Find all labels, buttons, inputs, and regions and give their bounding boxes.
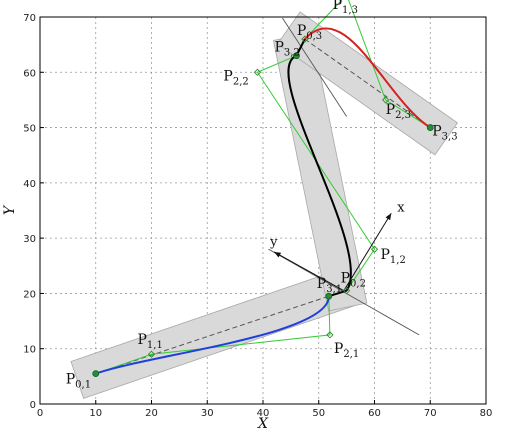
- control-point-dot: [426, 124, 434, 131]
- control-point-markers: [92, 35, 434, 377]
- control-point-diamond: [370, 245, 379, 253]
- y-tick-label: 0: [30, 400, 36, 411]
- x-tick-label: 0: [37, 408, 43, 419]
- axis-ticks: 0 10 20 30 40 50 60 70 80 0 10 20 30 40 50 60 70: [23, 13, 492, 419]
- frame-line: [282, 17, 348, 117]
- y-tick-label: 60: [23, 68, 36, 79]
- y-tick-label: 30: [23, 234, 36, 245]
- x-tick-label: 70: [424, 408, 437, 419]
- segment-1-control-polygon: [95, 296, 331, 375]
- y-tick-label: 10: [23, 345, 36, 356]
- y-tick-label: 70: [23, 13, 36, 24]
- y-tick-label: 40: [23, 179, 36, 190]
- y-axis-arrow: [273, 251, 345, 292]
- control-point-dot: [325, 292, 333, 300]
- x-tick-label: 10: [89, 408, 102, 419]
- segment-2-curve: [287, 54, 352, 292]
- y-axis-label: Y: [2, 204, 18, 215]
- x-tick-label: 50: [312, 408, 325, 419]
- control-point-dot: [293, 52, 300, 60]
- control-point-diamond: [326, 331, 334, 339]
- control-point-diamond: [301, 35, 309, 43]
- x-tick-label: 60: [368, 408, 381, 419]
- x-tick-label: 30: [201, 408, 214, 419]
- local-frame-axes: xy: [269, 200, 405, 292]
- y-axis-arrow-head: [274, 251, 282, 258]
- grid: [39, 16, 487, 405]
- plot-area-frame: [39, 16, 487, 405]
- x-tick-label: 40: [257, 408, 270, 419]
- band-1: [70, 268, 356, 399]
- chord-lines: [95, 38, 431, 375]
- point-label: P2,1: [334, 341, 359, 360]
- frame-axis-label: x: [397, 200, 405, 215]
- control-point-dot: [92, 370, 100, 377]
- point-label: P1,2: [381, 247, 406, 266]
- segment-3-curve: [304, 27, 431, 129]
- x-tick-label: 20: [145, 408, 158, 419]
- control-point-diamond: [382, 96, 390, 104]
- frame-axis-label: y: [269, 235, 278, 250]
- x-axis-arrow: [343, 213, 392, 291]
- control-point-diamond: [147, 350, 156, 358]
- x-axis-arrow-head: [385, 213, 392, 221]
- x-axis-label: X: [257, 416, 269, 432]
- chord-line: [304, 38, 431, 128]
- y-tick-label: 20: [23, 289, 36, 300]
- y-tick-label: 50: [23, 124, 36, 135]
- point-label: P2,2: [223, 68, 248, 87]
- chord-line: [95, 295, 329, 375]
- control-point-diamond: [342, 287, 351, 295]
- segment-1-curve: [95, 296, 330, 375]
- x-tick-label: 80: [480, 408, 493, 419]
- control-point-diamond: [253, 68, 262, 76]
- point-label: P1,3: [333, 0, 358, 16]
